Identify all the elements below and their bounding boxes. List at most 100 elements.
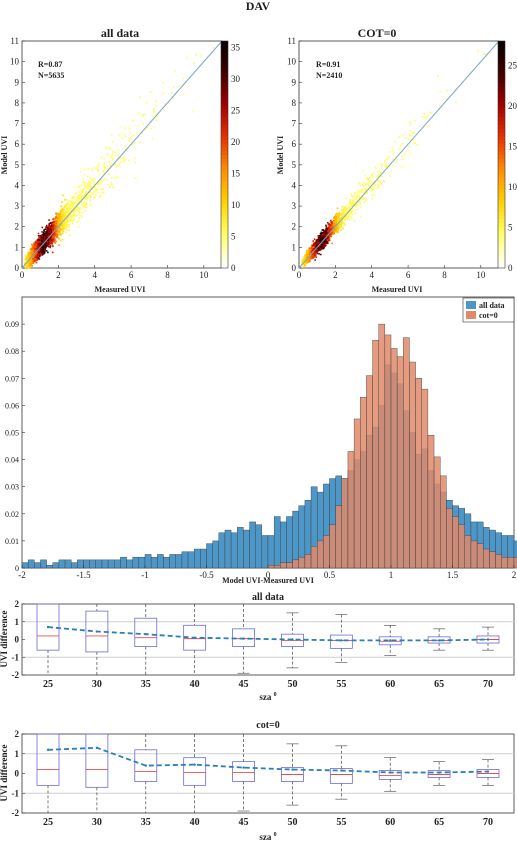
scatter-point bbox=[384, 163, 386, 166]
bar-all-data bbox=[144, 554, 152, 569]
scatter-point bbox=[341, 214, 344, 217]
scatter-point bbox=[63, 223, 66, 226]
colorbar-step bbox=[498, 192, 505, 197]
y-tick-label: 6 bbox=[292, 139, 297, 149]
colorbar-step bbox=[498, 196, 505, 201]
scatter-point bbox=[31, 243, 33, 246]
scatter-point bbox=[152, 108, 155, 110]
scatter-point bbox=[455, 101, 457, 104]
bar-all-data bbox=[218, 532, 226, 569]
scatter-point bbox=[67, 217, 69, 219]
scatter-point bbox=[304, 255, 307, 257]
scatter-point bbox=[343, 224, 346, 226]
scatter-point bbox=[25, 257, 28, 259]
scatter-all-xlabel: Measured UVI bbox=[95, 285, 146, 294]
scatter-point bbox=[385, 164, 388, 167]
scatter-point bbox=[134, 161, 137, 164]
y-tick-label: 11 bbox=[287, 36, 296, 46]
bar-all-data bbox=[193, 548, 201, 569]
scatter-point bbox=[370, 187, 372, 189]
bar-cot0 bbox=[286, 562, 293, 569]
bar-all-data bbox=[40, 559, 47, 569]
scatter-point bbox=[371, 189, 374, 191]
colorbar-step bbox=[498, 207, 505, 212]
scatter-point bbox=[318, 242, 321, 244]
colorbar-step bbox=[221, 120, 228, 125]
scatter-point bbox=[371, 173, 373, 176]
scatter-point bbox=[359, 202, 361, 204]
scatter-point bbox=[338, 213, 340, 215]
scatter-point bbox=[151, 115, 154, 118]
scatter-point bbox=[324, 237, 327, 240]
scatter-point bbox=[38, 258, 41, 260]
scatter-point bbox=[56, 233, 58, 235]
y-tick-label: 10 bbox=[287, 57, 297, 67]
scatter-point bbox=[378, 184, 380, 187]
scatter-point bbox=[366, 192, 368, 194]
scatter-point bbox=[38, 237, 40, 240]
scatter-point bbox=[439, 91, 442, 93]
scatter-point bbox=[35, 261, 38, 264]
scatter-point bbox=[315, 251, 318, 254]
scatter-point bbox=[61, 217, 64, 220]
colorbar-step bbox=[498, 264, 505, 269]
scatter-point bbox=[311, 247, 314, 249]
scatter-point bbox=[358, 182, 360, 185]
bar-cot0 bbox=[378, 323, 386, 569]
scatter-point bbox=[409, 123, 412, 126]
y-tick-label: 2 bbox=[15, 222, 20, 232]
scatter-point bbox=[48, 245, 50, 248]
scatter-point bbox=[105, 153, 108, 156]
colorbar-step bbox=[221, 52, 228, 57]
colorbar-tick-label: 15 bbox=[231, 168, 241, 178]
y-tick-label: 3 bbox=[15, 201, 20, 211]
scatter-point bbox=[65, 223, 68, 226]
scatter-point bbox=[45, 249, 48, 252]
scatter-point bbox=[405, 137, 407, 139]
scatter-point bbox=[62, 194, 64, 197]
colorbar-step bbox=[221, 249, 228, 254]
scatter-point bbox=[27, 257, 30, 259]
scatter-point bbox=[52, 228, 54, 230]
colorbar-step bbox=[498, 184, 505, 190]
scatter-point bbox=[38, 240, 40, 242]
scatter-point bbox=[366, 178, 368, 180]
colorbar-step bbox=[221, 222, 228, 227]
scatter-point bbox=[65, 225, 67, 227]
scatter-point bbox=[41, 248, 43, 251]
scatter-point bbox=[315, 250, 318, 252]
bar-cot0 bbox=[335, 505, 342, 569]
scatter-point bbox=[326, 221, 329, 224]
scatter-point bbox=[103, 163, 105, 166]
scatter-point bbox=[47, 230, 49, 233]
colorbar-step bbox=[221, 124, 228, 129]
scatter-point bbox=[342, 214, 345, 217]
scatter-point bbox=[66, 208, 68, 211]
scatter-point bbox=[96, 168, 99, 171]
bar-cot0 bbox=[403, 337, 410, 569]
scatter-point bbox=[37, 246, 39, 249]
scatter-point bbox=[157, 115, 159, 118]
scatter-point bbox=[398, 136, 400, 138]
bar-all-data bbox=[107, 559, 115, 569]
scatter-point bbox=[87, 167, 90, 170]
scatter-point bbox=[133, 142, 136, 144]
scatter-point bbox=[87, 194, 90, 197]
bar-cot0 bbox=[483, 548, 490, 569]
scatter-point bbox=[356, 192, 358, 195]
scatter-point bbox=[29, 263, 32, 265]
scatter-point bbox=[139, 141, 142, 143]
scatter-point bbox=[319, 232, 322, 235]
scatter-point bbox=[53, 233, 56, 235]
bar-all-data bbox=[163, 556, 170, 569]
bar-all-data bbox=[249, 521, 256, 569]
scatter-point bbox=[136, 132, 138, 135]
scatter-point bbox=[29, 256, 32, 258]
scatter-point bbox=[430, 111, 432, 114]
scatter-point bbox=[333, 217, 335, 219]
scatter-point bbox=[353, 193, 356, 196]
scatter-point bbox=[364, 188, 366, 190]
scatter-point bbox=[28, 261, 31, 263]
scatter-point bbox=[32, 258, 34, 260]
